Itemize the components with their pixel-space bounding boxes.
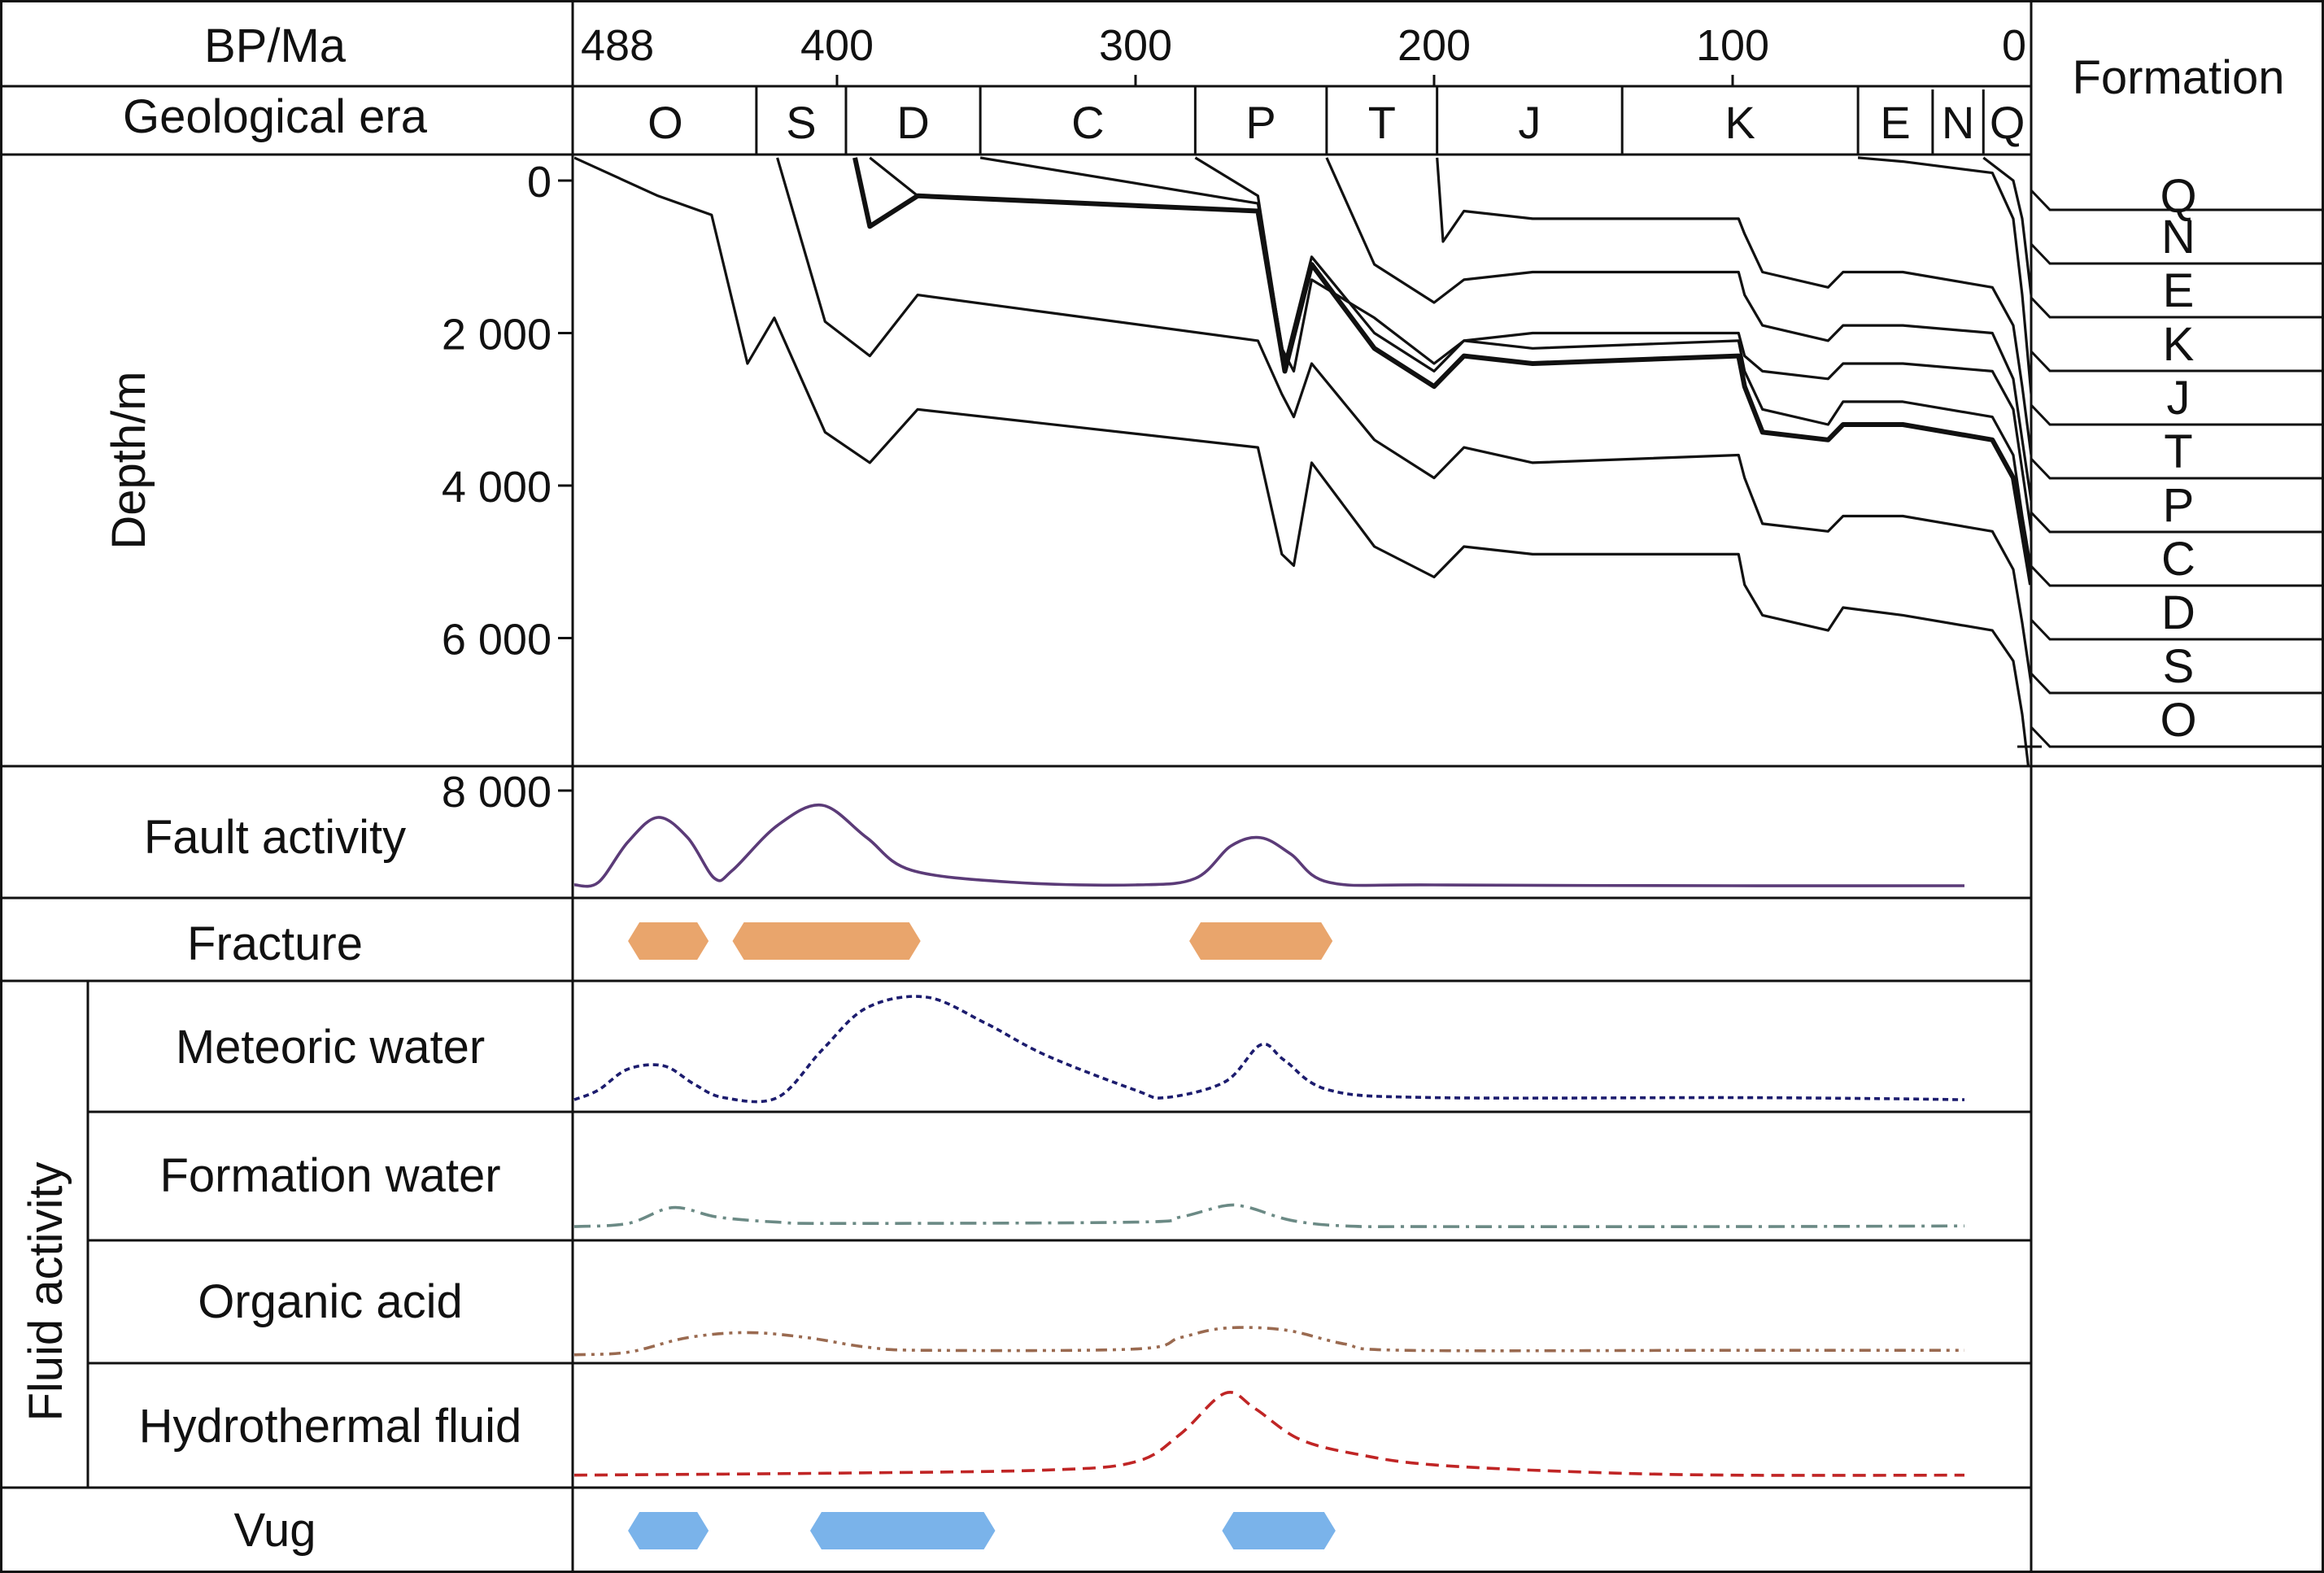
formation-label: Q (2160, 170, 2196, 223)
formation-connector (2030, 242, 2086, 265)
burial-curve (979, 156, 2031, 570)
formation-label: C (2161, 533, 2195, 586)
formation-connector (2030, 189, 2086, 211)
activity-curve (573, 995, 1965, 1104)
formation-label: T (2164, 425, 2192, 478)
fracture-interval-bar (628, 922, 709, 960)
burial-curve (1982, 156, 2031, 295)
activity-curve (573, 1326, 1964, 1357)
formation-label: K (2163, 318, 2195, 371)
fault-activity-label: Fault activity (144, 811, 406, 864)
era-label: E (1880, 97, 1910, 148)
fracture-label: Fracture (187, 917, 363, 970)
age-tick-label: 300 (1099, 21, 1172, 70)
burial-curve (869, 156, 2031, 586)
fluid-activity-label: Fluid activity (20, 1161, 72, 1421)
formation-header: Formation (2072, 51, 2284, 104)
burial-curve (574, 156, 2030, 766)
burial-curve (1325, 157, 2031, 502)
formation-connector (2030, 511, 2086, 534)
depth-axis-label: Depth/m (102, 371, 155, 549)
vug-label: Vug (233, 1504, 316, 1557)
formation-connector (2030, 725, 2086, 748)
activity-curves (573, 803, 1965, 1477)
formation-label: J (2167, 372, 2191, 425)
formation-label: D (2161, 586, 2195, 639)
depth-axis: 0 2 000 4 000 6 000 8 000 (442, 158, 573, 817)
era-label: K (1725, 97, 1755, 148)
formation-connector (2030, 672, 2086, 695)
organic-acid-label: Organic acid (198, 1275, 463, 1328)
era-label: S (786, 97, 816, 148)
age-tick-label: 400 (800, 21, 874, 70)
activity-curve (573, 803, 1965, 888)
activity-curve (573, 1391, 1965, 1477)
depth-tick-label: 6 000 (442, 616, 552, 664)
vug-interval-bar (628, 1512, 709, 1549)
era-label: C (1071, 97, 1104, 148)
depth-tick-label: 0 (527, 158, 552, 207)
formation-label: E (2163, 264, 2195, 317)
burial-curve (852, 157, 2031, 586)
era-label: O (647, 97, 683, 148)
depth-tick-label: 4 000 (442, 463, 552, 512)
age-tick-label: 488 (581, 21, 654, 70)
age-tick-label: 100 (1696, 21, 1769, 70)
depth-tick-label: 8 000 (442, 768, 552, 817)
burial-curves (574, 156, 2031, 766)
formation-connector (2030, 564, 2086, 587)
era-label: P (1245, 97, 1275, 148)
geological-era-label: Geological era (123, 90, 428, 143)
formation-connector (2030, 403, 2086, 426)
age-tick-label: 0 (2002, 21, 2026, 70)
age-axis: 488 400 300 200 100 0 (581, 21, 2026, 86)
meteoric-water-label: Meteoric water (176, 1021, 485, 1074)
burial-curve (776, 157, 2031, 685)
formation-label: P (2163, 479, 2195, 532)
burial-curve (1857, 156, 2031, 394)
burial-curve (1194, 156, 2031, 532)
interval-bars (628, 922, 1336, 1549)
era-label: D (896, 97, 929, 148)
vug-interval-bar (1222, 1512, 1336, 1549)
era-label: T (1368, 97, 1396, 148)
vug-interval-bar (809, 1512, 996, 1549)
hydrothermal-fluid-label: Hydrothermal fluid (139, 1400, 522, 1453)
depth-tick-label: 2 000 (442, 311, 552, 359)
age-tick-label: 200 (1397, 21, 1471, 70)
formation-connector (2030, 618, 2086, 641)
formation-connector (2030, 457, 2086, 480)
burial-curve (1436, 157, 2031, 455)
fracture-interval-bar (1189, 922, 1333, 960)
formation-label: O (2160, 694, 2196, 747)
era-label: Q (1990, 97, 2025, 148)
formation-label: N (2161, 211, 2195, 264)
formation-water-label: Formation water (159, 1149, 500, 1202)
activity-curve (573, 1203, 1965, 1228)
formation-connector (2030, 296, 2086, 319)
formation-connector (2030, 350, 2086, 373)
bp-label: BP/Ma (204, 20, 347, 72)
era-label: N (1942, 97, 1974, 148)
era-label: J (1518, 97, 1541, 148)
fracture-interval-bar (732, 922, 921, 960)
formation-label: S (2163, 640, 2195, 693)
